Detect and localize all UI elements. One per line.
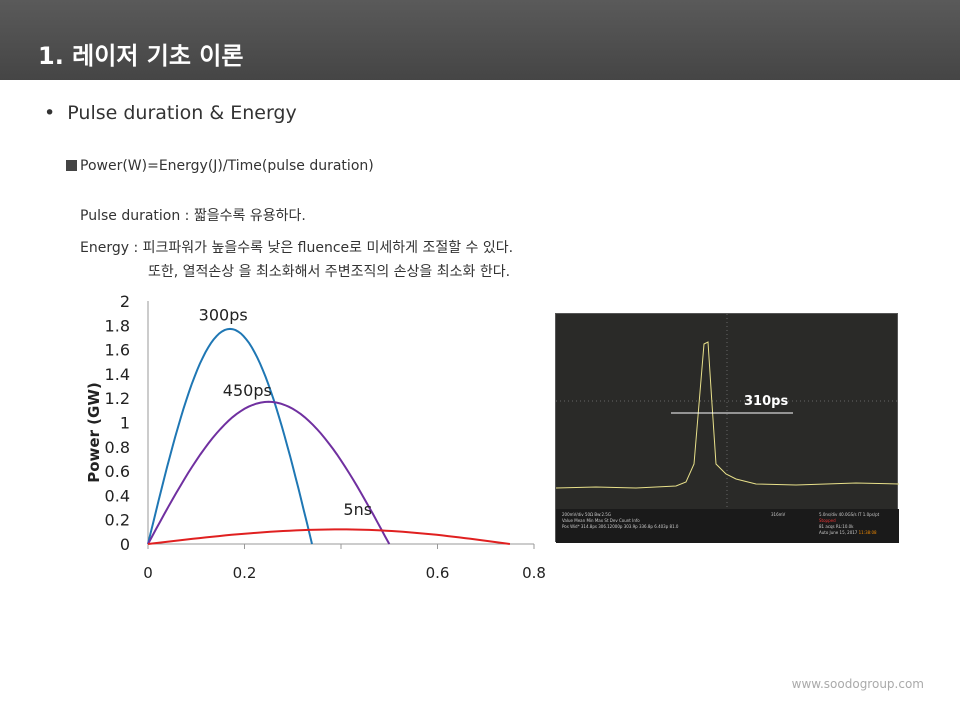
scope-clock: 11:38:08 [858,530,877,535]
scope-time: 5.0ns/div 40.0GS/s IT 1.0ps/pt [819,512,880,517]
h: Count [618,518,631,523]
series-label: 5ns [343,500,372,519]
x-tick-label: 0 [143,564,153,582]
scope-screen [556,314,899,543]
scope-bw: 50Ω Bw:2.5G [584,512,611,517]
c: Pos Wid* [562,524,580,529]
c: 81.0 [669,524,679,529]
series-line-300ps [147,327,313,545]
y-tick-label: 0.8 [105,438,130,457]
title-bar: 1. 레이저 기초 이론 [0,0,960,80]
h: Info [632,518,640,523]
y-tick-label: 1.6 [105,341,130,360]
formula-text: Power(W)=Energy(J)/Time(pulse duration) [80,158,374,174]
c: 336.8p [638,524,653,529]
oscilloscope-image: 310ps 200mV/div 50Ω Bw:2.5G Value Mean M… [555,313,899,543]
formula: Power(W)=Energy(J)/Time(pulse duration) [66,158,374,174]
c: 314.8ps [580,524,597,529]
y-tick-label: 0.6 [105,462,130,481]
series-line-450ps [147,400,391,545]
x-tick-label: 0.6 [426,564,450,582]
c: 306.12000p [598,524,623,529]
y-tick-label: 2 [120,292,130,311]
y-tick-label: 1 [120,414,130,433]
scope-stopped: Stopped [819,518,836,523]
scope-trigger: 316mV [771,512,786,517]
y-tick-label: 1.2 [105,389,130,408]
y-tick-label: 0 [120,535,130,554]
h: Value [562,518,573,523]
x-tick-label: 0.2 [233,564,257,582]
energy-line: Energy : 피크파워가 높을수록 낮은 fluence로 미세하게 조절할… [80,240,514,256]
scope-trace [556,341,899,489]
h: Min [586,518,594,523]
y-tick-label: 1.8 [105,316,130,335]
h: Max [594,518,604,523]
h: Mean [574,518,586,523]
square-bullet-icon [66,160,77,171]
scope-rl: RL:10.0k [835,524,854,529]
h: St Dev [604,518,618,523]
series-label: 450ps [223,381,272,400]
scope-acqs: 81 acqs [819,524,835,529]
footer-url: www.soodogroup.com [791,677,924,691]
bullet-text: Pulse duration & Energy [67,102,297,124]
y-axis-label: Power (GW) [85,382,103,483]
pulse-duration-line: Pulse duration : 짧을수록 유용하다. [80,208,306,224]
page-title: 1. 레이저 기초 이론 [38,42,244,70]
x-tick-label: 0.8 [522,564,546,582]
series-label: 300ps [199,305,248,324]
energy-line-2: 또한, 열적손상 을 최소화해서 주변조직의 손상을 최소화 한다. [148,264,511,280]
scope-ch1: 200mV/div [562,512,584,517]
scope-date: Auto June 15, 2017 [819,530,858,535]
bullet-heading: • Pulse duration & Energy [44,102,297,124]
power-chart: 00.20.40.60.811.21.41.61.820 0.2 0.6 0.8Pow… [85,292,546,582]
c: 303.9p [623,524,638,529]
y-tick-label: 1.4 [105,365,130,384]
c: 6.403p [654,524,669,529]
series-line-5ns [147,528,511,545]
scope-pulse-label: 310ps [744,394,789,409]
y-tick-label: 0.4 [105,486,130,505]
y-tick-label: 0.2 [105,511,130,530]
